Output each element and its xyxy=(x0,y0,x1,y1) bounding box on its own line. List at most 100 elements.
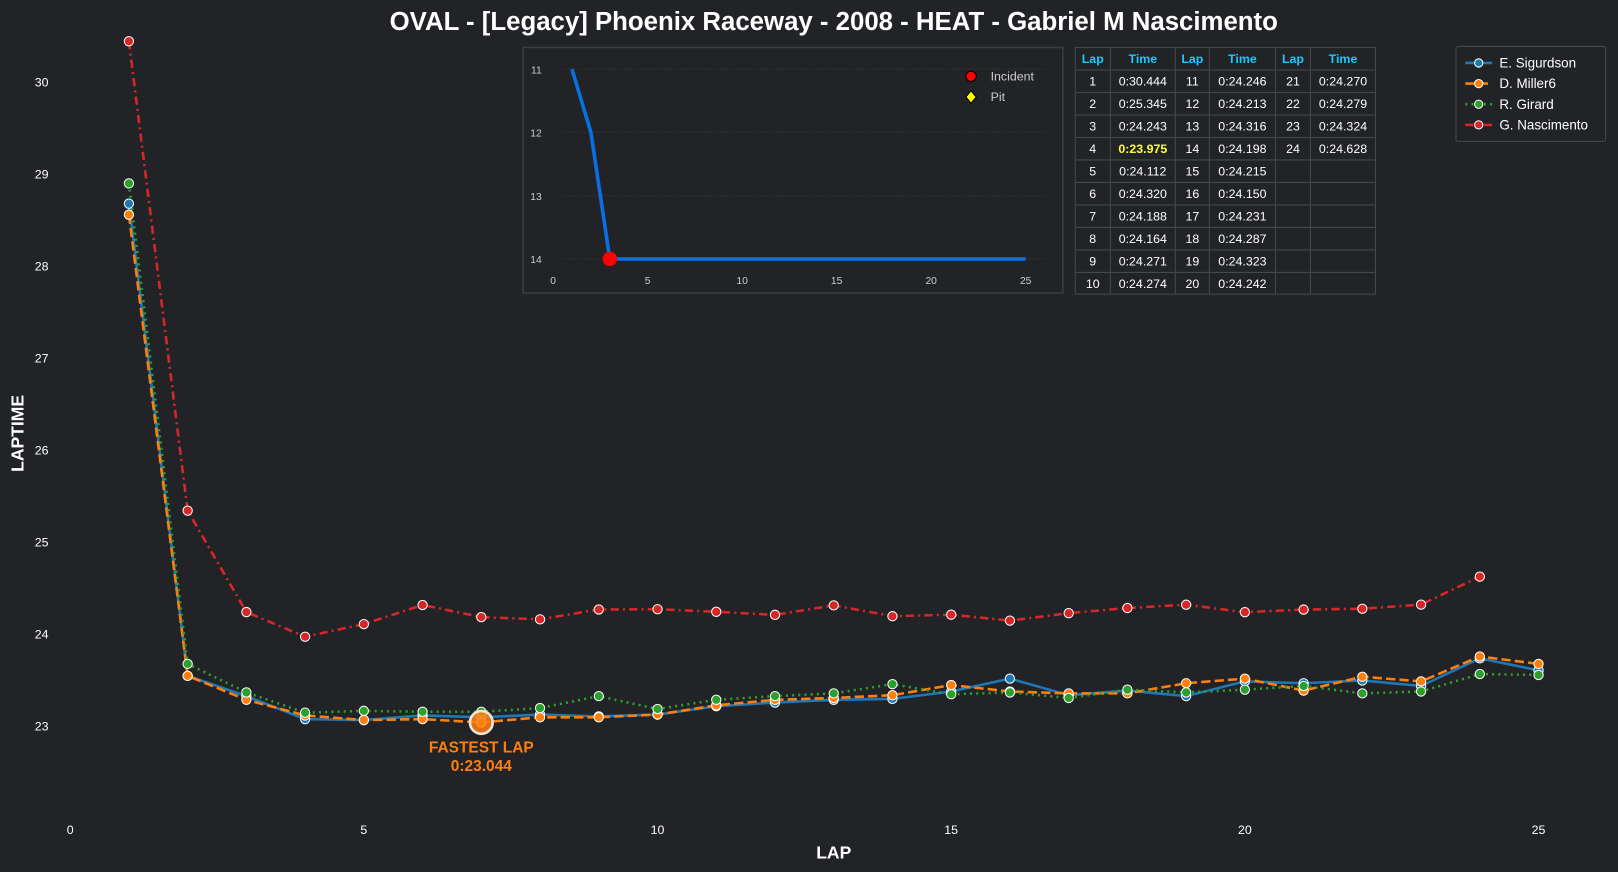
legend-entry-label: D. Miller6 xyxy=(1499,76,1556,91)
data-point xyxy=(1298,604,1309,615)
data-point xyxy=(1415,676,1427,687)
table-header: Time xyxy=(1128,52,1157,66)
data-point xyxy=(123,36,135,47)
data-point xyxy=(1180,599,1192,610)
table-time-cell: 0:24.628 xyxy=(1319,142,1367,156)
y-tick-label: 28 xyxy=(35,259,49,273)
data-point xyxy=(1063,692,1074,704)
data-point xyxy=(534,614,546,625)
y-tick-label: 25 xyxy=(35,536,49,550)
data-point xyxy=(652,604,663,615)
data-point xyxy=(593,690,604,702)
data-point xyxy=(828,600,839,611)
data-point xyxy=(1415,599,1427,610)
inset-x-tick-label: 5 xyxy=(645,276,651,287)
incident-marker xyxy=(602,251,618,267)
data-point xyxy=(1122,684,1133,695)
table-header: Time xyxy=(1228,52,1257,66)
table-time-cell: 0:24.150 xyxy=(1218,187,1266,201)
table-time-cell: 0:24.270 xyxy=(1319,74,1367,88)
table-lap-cell: 23 xyxy=(1286,119,1300,133)
x-axis-label: LAP xyxy=(816,843,851,863)
table-lap-cell: 3 xyxy=(1089,119,1096,133)
data-point xyxy=(241,687,252,698)
data-point xyxy=(123,178,135,189)
fastest-lap-marker xyxy=(468,709,494,736)
table-time-cell: 0:30.444 xyxy=(1119,74,1167,88)
table-time-cell: 0:24.324 xyxy=(1319,119,1367,133)
table-header: Lap xyxy=(1082,52,1104,66)
table-lap-cell: 14 xyxy=(1185,142,1199,156)
legend-marker-icon xyxy=(1474,120,1484,130)
table-lap-cell: 1 xyxy=(1089,74,1096,88)
table-lap-cell: 18 xyxy=(1185,232,1199,246)
data-point xyxy=(1357,671,1368,682)
data-point xyxy=(946,679,957,691)
table-fastest-time-cell: 0:23.975 xyxy=(1118,142,1167,156)
data-point xyxy=(1298,680,1309,692)
data-point xyxy=(299,707,311,718)
data-point xyxy=(1239,684,1251,695)
table-time-cell: 0:24.316 xyxy=(1218,119,1266,133)
table-lap-cell: 2 xyxy=(1089,97,1096,111)
table-time-cell: 0:25.345 xyxy=(1119,97,1167,111)
legend-entry-label: R. Girard xyxy=(1499,97,1553,112)
data-point xyxy=(182,505,193,516)
table-lap-cell: 9 xyxy=(1089,254,1096,268)
data-point xyxy=(887,678,898,690)
inset-y-tick-label: 12 xyxy=(530,129,542,140)
table-lap-cell: 24 xyxy=(1286,142,1300,156)
data-point xyxy=(593,712,604,723)
data-point xyxy=(123,198,135,209)
legend-marker-icon xyxy=(1474,99,1484,109)
inset-frame xyxy=(522,46,1064,294)
table-lap-cell: 21 xyxy=(1286,74,1300,88)
incident-legend-label: Incident xyxy=(991,69,1035,83)
data-point xyxy=(1533,658,1544,670)
table-time-cell: 0:24.279 xyxy=(1319,97,1367,111)
data-point xyxy=(417,599,428,611)
table-time-cell: 0:24.320 xyxy=(1119,187,1167,201)
y-tick-label: 26 xyxy=(35,443,49,457)
data-point xyxy=(769,609,781,620)
data-point xyxy=(1239,607,1251,618)
table-time-cell: 0:24.188 xyxy=(1119,209,1167,223)
data-point xyxy=(1004,615,1016,626)
data-point xyxy=(1063,608,1074,619)
data-point xyxy=(593,604,604,615)
data-point xyxy=(241,606,252,618)
x-tick-label: 15 xyxy=(944,823,958,837)
legend-entry-label: G. Nascimento xyxy=(1499,118,1588,133)
inset-y-tick-label: 14 xyxy=(530,255,542,266)
inset-x-tick-label: 15 xyxy=(831,276,843,287)
table-lap-cell: 17 xyxy=(1185,209,1199,223)
data-point xyxy=(358,714,370,726)
data-point xyxy=(1239,673,1251,684)
pit-legend-icon xyxy=(965,90,977,105)
table-time-cell: 0:24.242 xyxy=(1218,277,1266,291)
chart-title: OVAL - [Legacy] Phoenix Raceway - 2008 -… xyxy=(390,8,1278,36)
table-lap-cell: 20 xyxy=(1185,277,1199,291)
table-header: Lap xyxy=(1282,52,1304,66)
inset-y-tick-label: 11 xyxy=(531,65,542,76)
table-lap-cell: 11 xyxy=(1186,74,1199,88)
data-point xyxy=(182,670,193,682)
y-tick-label: 27 xyxy=(35,351,49,365)
data-point xyxy=(534,712,546,723)
legend: E. Sigurdson D. Miller6 R. Girard G. Nascim… xyxy=(1455,45,1607,142)
data-point xyxy=(358,705,370,717)
table-header: Lap xyxy=(1181,52,1203,66)
data-point xyxy=(1474,651,1485,662)
data-point xyxy=(1357,603,1368,614)
position-inset-chart: 11 12 13 14 0 5 10 15 20 25 Incident Pit xyxy=(522,46,1064,294)
table-time-cell: 0:24.213 xyxy=(1218,97,1266,111)
table-time-cell: 0:24.198 xyxy=(1218,142,1266,156)
data-point xyxy=(1533,669,1544,681)
data-point xyxy=(1004,673,1016,684)
x-tick-label: 10 xyxy=(651,823,665,837)
table-lap-cell: 4 xyxy=(1089,142,1096,156)
table-time-cell: 0:24.271 xyxy=(1119,254,1167,268)
inset-x-tick-label: 25 xyxy=(1020,276,1032,287)
table-lap-cell: 8 xyxy=(1089,232,1096,246)
